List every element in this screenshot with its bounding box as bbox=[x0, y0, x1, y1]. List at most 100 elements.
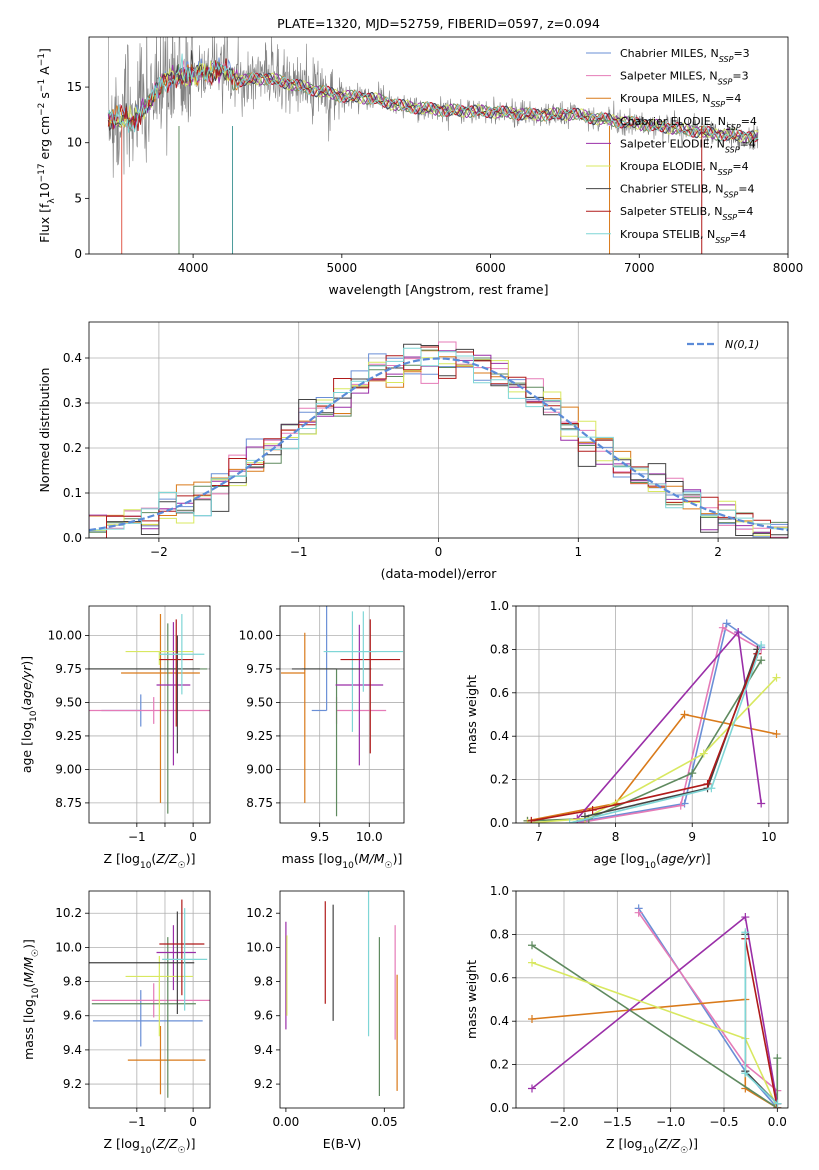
spectrum-xlabel: wavelength [Angstrom, rest frame] bbox=[328, 282, 548, 297]
x-tick-label: 7 bbox=[535, 830, 543, 844]
y-tick-label: 0 bbox=[74, 247, 82, 261]
y-tick-label: 0.4 bbox=[490, 1014, 509, 1028]
x-tick-label: 0.00 bbox=[273, 1115, 300, 1129]
residuals-frame bbox=[88, 321, 789, 539]
y-tick-label: 15 bbox=[67, 80, 82, 94]
mass-vs-Z-panel: −1 0 9.2 9.4 9.6 9.8 10.0 10.2 Z [log10(Z/Z☉)] ma… bbox=[21, 890, 211, 1156]
weight-marker bbox=[528, 941, 536, 950]
model-spectrum-line bbox=[108, 60, 759, 143]
spectrum-title: PLATE=1320, MJD=52759, FIBERID=0597, z=0… bbox=[277, 16, 600, 31]
spectrum-panel: 4000 5000 6000 7000 8000 0 5 10 15 Chabrier MILES… bbox=[37, 36, 803, 297]
x-tick-label: −1.5 bbox=[603, 1115, 632, 1129]
x-tick-label: −0.5 bbox=[709, 1115, 738, 1129]
residual-legend: N(0,1) bbox=[687, 338, 759, 351]
mass-vs-ebv-xlabel: E(B-V) bbox=[323, 1136, 362, 1151]
mass-vs-Z-xlabel: Z [log10(Z/Z☉)] bbox=[104, 1136, 196, 1156]
y-tick-label: 9.6 bbox=[63, 1009, 82, 1023]
weight-line bbox=[531, 915, 779, 1104]
age-vs-mass-plot-area bbox=[280, 606, 404, 817]
legend-entry: Chabrier MILES, NSSP=3 bbox=[620, 47, 750, 64]
weight-line bbox=[527, 677, 778, 823]
weight-vs-Z-axes: −2.0 −1.5 −1.0 −0.5 0.0 0.0 0.2 0.4 0.6 0.8 1.0 bbox=[490, 884, 789, 1129]
y-tick-label: 10.2 bbox=[55, 906, 82, 920]
legend-entry: Salpeter MILES, NSSP=3 bbox=[620, 70, 749, 87]
x-tick-label: −1 bbox=[128, 830, 146, 844]
y-tick-label: 0.3 bbox=[63, 396, 82, 410]
x-tick-label: 7000 bbox=[624, 261, 655, 275]
weight-marker bbox=[773, 1099, 782, 1108]
x-tick-label: 4000 bbox=[178, 261, 209, 275]
age-vs-mass-axes: 9.5 10.0 8.75 9.00 9.25 9.50 9.75 10.00 bbox=[239, 605, 405, 844]
weight-marker bbox=[718, 623, 727, 632]
age-vs-Z-axes: −1 0 8.75 9.00 9.25 9.50 9.75 10.00 bbox=[48, 605, 211, 844]
weight-marker bbox=[772, 730, 781, 739]
x-tick-label: 5000 bbox=[327, 261, 358, 275]
x-tick-label: 6000 bbox=[475, 261, 506, 275]
weight-marker bbox=[734, 628, 743, 637]
weight-line bbox=[531, 961, 779, 1108]
weight-marker bbox=[757, 799, 766, 808]
weight-marker bbox=[699, 749, 708, 758]
normal-reference-curve bbox=[89, 357, 788, 532]
mass-vs-Z-ylabel: mass [log10(M/M☉)] bbox=[21, 939, 41, 1060]
x-tick-label: 9.5 bbox=[310, 830, 329, 844]
x-tick-label: 0.0 bbox=[768, 1115, 787, 1129]
y-tick-label: 10.0 bbox=[55, 940, 82, 954]
weight-marker bbox=[688, 769, 697, 778]
y-tick-label: 10.00 bbox=[48, 628, 82, 642]
x-tick-label: −1 bbox=[290, 545, 308, 559]
mass-vs-Z-grid bbox=[89, 891, 210, 1108]
weight-vs-age-ylabel: mass weight bbox=[464, 675, 479, 754]
residuals-ylabel: Normed distribution bbox=[37, 368, 52, 493]
weight-marker bbox=[588, 805, 597, 814]
spectrum-plot-area bbox=[107, 37, 759, 254]
y-tick-label: 0.4 bbox=[63, 351, 82, 365]
model-spectrum-line bbox=[107, 58, 759, 143]
y-tick-label: 0.8 bbox=[490, 642, 509, 656]
x-tick-label: 0 bbox=[189, 830, 197, 844]
spectrum-ylabel: Flux [fλ10−17 erg cm−2 s−1 A−1] bbox=[37, 48, 57, 243]
age-vs-Z-xlabel: Z [log10(Z/Z☉)] bbox=[104, 851, 196, 871]
legend-entry: Salpeter ELODIE, NSSP=4 bbox=[620, 137, 756, 154]
weight-marker bbox=[528, 958, 536, 967]
y-tick-label: 9.2 bbox=[254, 1077, 273, 1091]
legend-entry: Chabrier STELIB, NSSP=4 bbox=[620, 183, 754, 200]
x-tick-label: 0.05 bbox=[371, 1115, 398, 1129]
weight-marker bbox=[757, 656, 766, 665]
model-spectrum-line bbox=[107, 53, 759, 143]
y-tick-label: 0.0 bbox=[490, 816, 509, 830]
mass-vs-ebv-frame bbox=[279, 890, 405, 1109]
age-vs-Z-frame bbox=[88, 605, 211, 824]
y-tick-label: 9.50 bbox=[246, 695, 273, 709]
x-tick-label: −2.0 bbox=[549, 1115, 578, 1129]
weight-marker bbox=[680, 710, 689, 719]
weight-marker bbox=[741, 913, 750, 922]
weight-vs-age-frame bbox=[515, 605, 789, 824]
age-vs-Z-panel: −1 0 8.75 9.00 9.25 9.50 9.75 10.00 Z [log10(Z/Z… bbox=[19, 605, 211, 871]
weight-vs-Z-plot-area bbox=[528, 904, 782, 1108]
weight-marker bbox=[527, 816, 536, 823]
weight-vs-age-plot-area bbox=[523, 619, 781, 823]
y-tick-label: 9.00 bbox=[55, 762, 82, 776]
weight-line bbox=[527, 659, 762, 822]
legend-entry: Kroupa MILES, NSSP=4 bbox=[620, 92, 741, 109]
weight-vs-Z-xlabel: Z [log10(Z/Z☉)] bbox=[606, 1136, 698, 1156]
age-vs-Z-ylabel: age [log10(age/yr)] bbox=[19, 656, 39, 773]
spectrum-legend: Chabrier MILES, NSSP=3 Salpeter MILES, NS… bbox=[586, 47, 757, 244]
mass-vs-ebv-plot-area bbox=[285, 891, 398, 1097]
weight-vs-Z-ylabel: mass weight bbox=[464, 960, 479, 1039]
x-tick-label: 2 bbox=[714, 545, 722, 559]
y-tick-label: 10 bbox=[67, 136, 82, 150]
weight-vs-age-axes: 7 8 9 10 0.0 0.2 0.4 0.6 0.8 1.0 bbox=[490, 599, 789, 844]
legend-entry: Chabrier ELODIE, NSSP=4 bbox=[620, 115, 757, 132]
weight-line bbox=[531, 944, 779, 1108]
weight-marker bbox=[707, 784, 716, 793]
residual-histogram bbox=[89, 347, 788, 538]
weight-vs-Z-frame bbox=[515, 890, 789, 1109]
legend-entry: Salpeter STELIB, NSSP=4 bbox=[620, 205, 753, 222]
weight-line bbox=[577, 622, 762, 823]
weight-line bbox=[531, 653, 759, 822]
weight-marker bbox=[741, 1069, 750, 1078]
y-tick-label: 0.6 bbox=[490, 686, 509, 700]
